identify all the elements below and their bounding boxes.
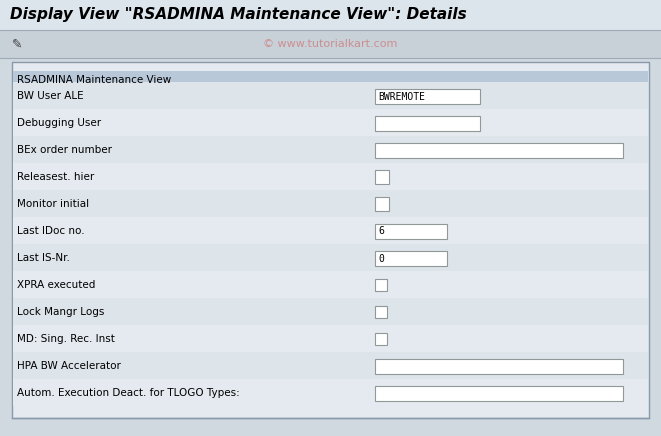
Text: ✎: ✎ (12, 37, 22, 51)
FancyBboxPatch shape (13, 82, 648, 109)
Text: XPRA executed: XPRA executed (17, 280, 95, 290)
Text: 6: 6 (378, 226, 384, 236)
Text: Last IS-Nr.: Last IS-Nr. (17, 253, 70, 263)
Text: 0: 0 (378, 253, 384, 263)
Text: BWREMOTE: BWREMOTE (378, 92, 425, 102)
FancyBboxPatch shape (13, 352, 648, 379)
Text: Autom. Execution Deact. for TLOGO Types:: Autom. Execution Deact. for TLOGO Types: (17, 388, 240, 398)
FancyBboxPatch shape (375, 116, 480, 131)
FancyBboxPatch shape (375, 386, 623, 401)
FancyBboxPatch shape (375, 197, 389, 211)
Text: © www.tutorialkart.com: © www.tutorialkart.com (263, 39, 397, 49)
FancyBboxPatch shape (13, 136, 648, 163)
Text: Releasest. hier: Releasest. hier (17, 172, 95, 182)
FancyBboxPatch shape (0, 0, 661, 30)
FancyBboxPatch shape (13, 379, 648, 406)
Text: BW User ALE: BW User ALE (17, 91, 84, 101)
Text: Display View "RSADMINA Maintenance View": Details: Display View "RSADMINA Maintenance View"… (10, 7, 467, 23)
Text: Monitor initial: Monitor initial (17, 199, 89, 209)
FancyBboxPatch shape (13, 217, 648, 244)
FancyBboxPatch shape (13, 163, 648, 190)
Text: Last IDoc no.: Last IDoc no. (17, 226, 85, 236)
FancyBboxPatch shape (13, 325, 648, 352)
FancyBboxPatch shape (13, 271, 648, 298)
FancyBboxPatch shape (375, 279, 387, 291)
FancyBboxPatch shape (375, 251, 447, 266)
FancyBboxPatch shape (375, 333, 387, 345)
FancyBboxPatch shape (375, 143, 623, 158)
Text: Debugging User: Debugging User (17, 118, 101, 128)
Text: Lock Mangr Logs: Lock Mangr Logs (17, 307, 104, 317)
FancyBboxPatch shape (13, 71, 648, 89)
Text: BEx order number: BEx order number (17, 145, 112, 155)
FancyBboxPatch shape (375, 89, 480, 104)
FancyBboxPatch shape (12, 62, 649, 418)
FancyBboxPatch shape (13, 190, 648, 217)
FancyBboxPatch shape (375, 306, 387, 318)
Text: RSADMINA Maintenance View: RSADMINA Maintenance View (17, 75, 171, 85)
Text: MD: Sing. Rec. Inst: MD: Sing. Rec. Inst (17, 334, 115, 344)
FancyBboxPatch shape (13, 298, 648, 325)
FancyBboxPatch shape (13, 244, 648, 271)
FancyBboxPatch shape (13, 109, 648, 136)
Text: HPA BW Accelerator: HPA BW Accelerator (17, 361, 121, 371)
FancyBboxPatch shape (375, 224, 447, 239)
FancyBboxPatch shape (0, 30, 661, 58)
FancyBboxPatch shape (375, 359, 623, 374)
FancyBboxPatch shape (375, 170, 389, 184)
